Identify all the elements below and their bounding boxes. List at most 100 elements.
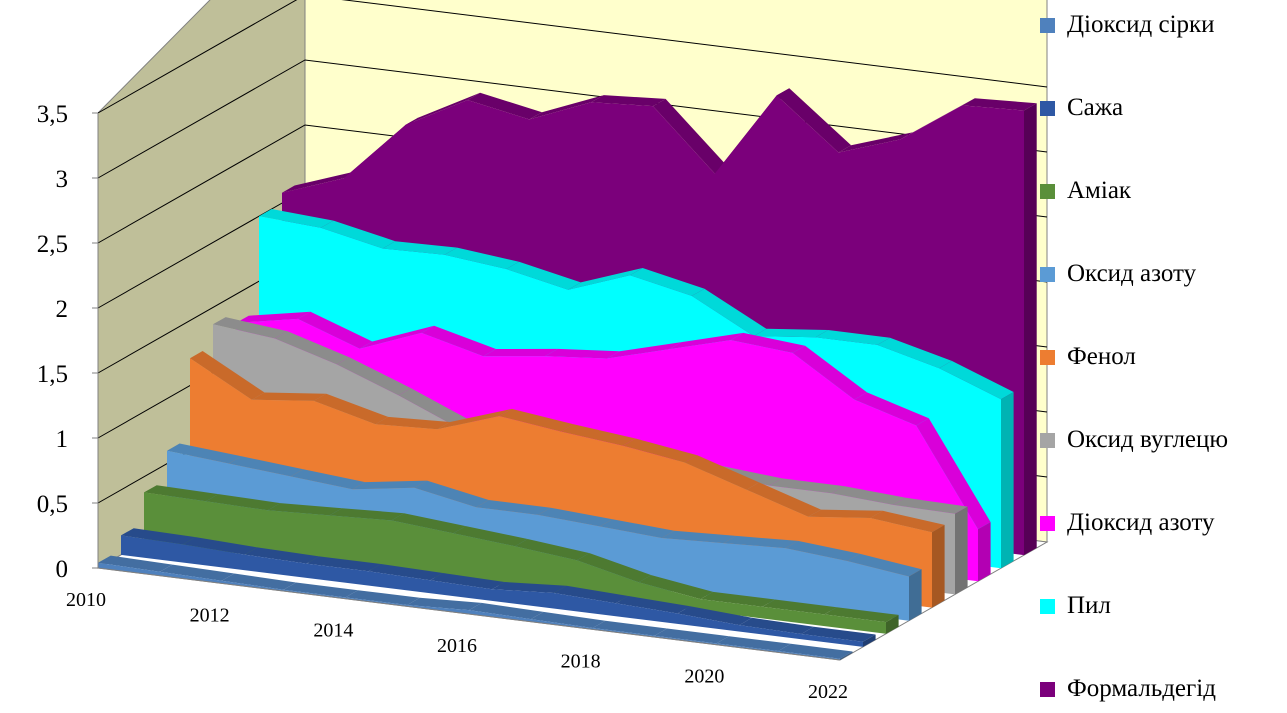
ribbon-top-segment [723,535,798,549]
ribbon-top-segment [320,220,396,249]
ribbon-end-cap [886,614,899,634]
ribbon-top-segment [916,418,991,530]
ribbon-top-segment [893,497,968,514]
ribbon-top-segment [831,486,906,505]
ribbon-top-segment [561,424,636,446]
ribbon-top-segment [661,530,737,544]
ribbon-top-segment [668,332,744,350]
x-axis-ticks: 2010 2012 2014 2016 2018 2020 2022 [66,589,848,703]
ribbon-top-segment [870,510,945,533]
ribbon-top-segment [421,325,496,357]
gridline [97,0,1048,114]
ribbon-top-segment [568,268,643,290]
legend-swatch [1040,17,1055,33]
series-area [144,492,886,634]
ribbon-top-segment [962,98,1037,111]
legend-swatch [1040,515,1055,531]
series-area [121,535,863,647]
ribbon-top-segment [476,500,551,515]
ribbon-top-segment [391,513,466,534]
legend-label: Діоксид азоту [1067,509,1215,536]
ribbon-top-segment [499,408,574,432]
ribbon-top-segment [538,507,613,527]
ribbon-top-segment [368,564,443,581]
ribbon-top-segment [592,620,668,636]
legend-swatch [1040,598,1055,614]
ribbon-top-segment [792,345,867,400]
series-ribbon [121,528,876,647]
legend-swatch [1040,681,1055,697]
legend-swatch [1040,349,1055,365]
legend-item: Сажа [1040,88,1123,128]
ribbon-top-segment [529,95,604,120]
y-tick-label: 3 [56,166,69,193]
x-tick-label: 2022 [808,681,848,703]
legend-swatch [1040,100,1055,116]
ribbon-top-segment [776,88,852,153]
ribbon-top-segment [746,482,821,517]
ribbon-top-segment [515,539,590,561]
ribbon-top-segment [939,360,1014,400]
legend-item: Фенол [1040,337,1136,377]
x-tick-label: 2014 [313,620,353,642]
legend-label: Аміак [1067,177,1132,204]
legend-label: Пил [1067,592,1111,619]
ribbon-top-segment [591,95,666,107]
ribbon-top-segment [359,325,435,349]
legend-item: Аміак [1040,171,1131,211]
ribbon-top-segment [801,626,876,642]
ribbon-top-segment [545,348,620,359]
ribbon-top-segment [753,328,829,338]
legend-item: Оксид вуглецю [1040,420,1228,460]
legend-swatch [1040,266,1055,282]
ribbon-top-segment [630,268,705,296]
ribbon-end-cap [840,651,853,660]
chart-series-ribbons [98,88,1037,660]
legend-swatch [1040,183,1055,199]
ribbon-top-segment [615,596,691,614]
ribbon-top-segment [653,98,728,174]
ribbon-top-segment [654,628,729,644]
ribbon-end-cap [978,522,991,582]
ribbon-top-segment [274,331,350,365]
ribbon-top-segment [121,528,196,545]
ribbon-top-segment [236,311,311,323]
ribbon-top-segment [182,537,258,555]
ribbon-top-segment [297,311,373,349]
legend-label: Діоксид сірки [1067,11,1215,38]
x-tick-label: 2020 [684,666,724,688]
ribbon-top-segment [530,611,606,628]
ribbon-top-segment [492,582,567,593]
ribbon-top-segment [684,455,760,490]
legend-item: Пил [1040,586,1111,626]
ribbon-top-segment [382,241,458,255]
ribbon-top-segment [576,553,652,583]
ribbon-top-segment [607,342,682,359]
y-tick-label: 0 [56,556,69,583]
series-ribbon [144,485,899,634]
ribbon-top-segment [283,582,358,598]
legend-item: Оксид азоту [1040,254,1196,294]
legend-label: Оксид азоту [1067,260,1197,287]
x-tick-label: 2016 [437,635,477,657]
ribbon-top-segment [144,485,219,502]
ribbon-top-segment [437,408,512,430]
ribbon-top-segment [469,602,544,620]
ribbon-top-segment [159,564,235,581]
y-tick-label: 3,5 [37,101,68,128]
ribbon-top-segment [407,597,482,611]
ribbon-top-segment [98,555,173,572]
ribbon-top-segment [405,92,481,125]
series-ribbon [98,555,853,660]
ribbon-top-segment [251,392,327,401]
ribbon-top-segment [622,438,698,463]
y-tick-label: 2,5 [37,231,68,258]
ribbon-top-segment [808,509,883,518]
ribbon-top-segment [306,556,381,572]
ribbon-top-segment [329,508,404,521]
ribbon-top-segment [336,357,412,396]
ribbon-top-segment [190,351,265,400]
y-tick-label: 2 [56,296,69,323]
x-tick-label: 2012 [190,604,230,626]
ribbon-end-cap [909,569,922,621]
